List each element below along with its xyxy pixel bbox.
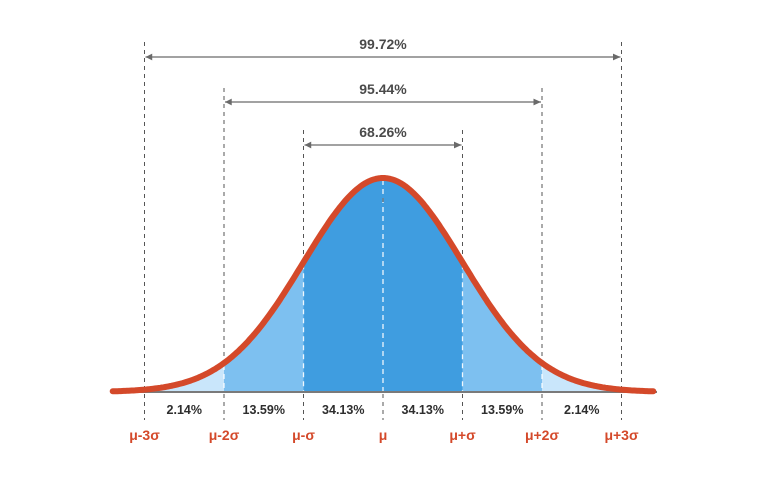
sigma-label-0: μ: [379, 427, 388, 443]
sigma-label-2: μ+2σ: [525, 427, 560, 443]
region-label-3: 34.13%: [322, 403, 364, 417]
sigma-label--3: μ-3σ: [129, 427, 160, 443]
region-label-1: 2.14%: [167, 403, 202, 417]
sigma-label--1: μ-σ: [292, 427, 315, 443]
region-label-5: 13.59%: [481, 403, 523, 417]
bracket-label-2sigma: 95.44%: [359, 81, 407, 97]
area-band-6: [542, 363, 622, 392]
region-label-6: 2.14%: [564, 403, 599, 417]
bracket-label-1sigma: 68.26%: [359, 124, 407, 140]
region-label-2: 13.59%: [243, 403, 285, 417]
sigma-tick-labels: μ-3σ μ-2σ μ-σ μ μ+σ μ+2σ μ+3σ: [129, 427, 639, 443]
region-label-4: 34.13%: [402, 403, 444, 417]
normal-curve: [109, 175, 657, 395]
percentage-brackets: 99.72% 95.44% 68.26%: [145, 36, 621, 149]
sigma-label--2: μ-2σ: [209, 427, 240, 443]
sigma-label-1: μ+σ: [449, 427, 476, 443]
bracket-label-3sigma: 99.72%: [359, 36, 407, 52]
region-percentage-labels: 2.14% 13.59% 34.13% 34.13% 13.59% 2.14%: [167, 403, 600, 417]
sigma-label-3: μ+3σ: [604, 427, 639, 443]
area-band-3: [303, 178, 383, 392]
area-band-1: [144, 363, 224, 392]
sigma-guide-lines: [144, 42, 622, 420]
inner-divider-lines: [223, 180, 543, 392]
area-band-4: [383, 178, 463, 392]
